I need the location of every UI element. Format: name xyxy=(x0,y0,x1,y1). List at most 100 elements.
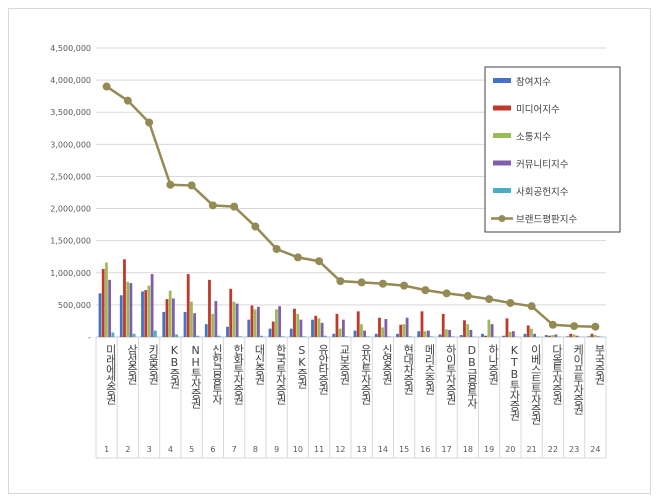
bar-4-4 xyxy=(196,335,200,337)
rank-label: 16 xyxy=(420,445,430,454)
line-point-23 xyxy=(591,322,600,331)
category-label: 신영증권 xyxy=(380,344,393,385)
bar-0-11 xyxy=(332,333,336,337)
line-point-8 xyxy=(272,245,281,254)
category-label: 현대차증권 xyxy=(402,344,415,395)
category-label: 키움증권 xyxy=(147,344,160,385)
bar-1-4 xyxy=(186,274,190,337)
y-tick-label: 3,500,000 xyxy=(50,108,91,117)
bar-4-15 xyxy=(430,336,433,337)
bar-0-23 xyxy=(587,336,591,337)
category-label: 미래에셋증권 xyxy=(104,344,117,405)
rank-label: 21 xyxy=(527,445,537,454)
bar-3-22 xyxy=(575,335,579,337)
category-label: 신한금융투자 xyxy=(210,344,223,405)
rank-label: 17 xyxy=(442,445,452,454)
bar-4-16 xyxy=(451,336,455,337)
bar-4-2 xyxy=(153,330,157,337)
bar-2-17 xyxy=(466,324,470,337)
bar-4-5 xyxy=(217,335,221,337)
line-point-19 xyxy=(506,298,515,307)
category-label: 한화투자증권 xyxy=(232,344,245,405)
bar-3-13 xyxy=(384,319,388,337)
bar-2-3 xyxy=(168,290,172,337)
bar-1-18 xyxy=(484,335,488,337)
bar-1-7 xyxy=(250,305,254,337)
line-point-12 xyxy=(357,278,366,287)
legend-label-0: 참여지수 xyxy=(516,76,551,88)
bar-3-16 xyxy=(448,329,452,337)
bar-1-20 xyxy=(526,325,530,337)
rank-label: 13 xyxy=(357,445,367,454)
bar-2-6 xyxy=(232,301,236,337)
category-label: 유진투자증권 xyxy=(359,344,372,405)
line-point-2 xyxy=(145,118,154,127)
bar-2-9 xyxy=(296,313,300,337)
category-label: 대신증권 xyxy=(253,344,266,385)
bar-3-0 xyxy=(108,279,112,337)
legend-box xyxy=(484,66,621,233)
rank-label: 7 xyxy=(232,445,237,454)
bar-0-10 xyxy=(311,319,314,337)
category-label: KTB투자증권 xyxy=(508,344,521,421)
legend-label-4: 사회공헌지수 xyxy=(516,187,569,198)
rank-label: 4 xyxy=(168,445,173,454)
bar-1-2 xyxy=(144,290,148,337)
bar-3-9 xyxy=(299,319,303,337)
bar-3-2 xyxy=(150,274,154,337)
bar-0-16 xyxy=(438,334,442,337)
bar-2-7 xyxy=(253,309,257,337)
bar-1-1 xyxy=(123,259,126,337)
bar-2-15 xyxy=(423,331,427,337)
y-tick-label: 1,500,000 xyxy=(50,237,91,246)
bar-0-3 xyxy=(162,311,166,337)
bar-0-21 xyxy=(544,335,548,337)
line-point-1 xyxy=(123,96,132,105)
line-point-22 xyxy=(570,322,579,331)
bar-2-8 xyxy=(275,309,278,337)
legend-label-1: 미디어지수 xyxy=(516,105,560,116)
bar-0-5 xyxy=(204,324,208,337)
bar-2-4 xyxy=(190,301,193,337)
bar-4-0 xyxy=(111,332,115,337)
bar-2-23 xyxy=(593,335,597,337)
bar-3-19 xyxy=(511,331,515,337)
bar-1-11 xyxy=(335,313,339,337)
bar-2-2 xyxy=(147,285,151,337)
bar-0-15 xyxy=(417,331,421,337)
chart-frame xyxy=(8,8,651,494)
category-label: 하이투자증권 xyxy=(444,343,457,405)
bar-1-15 xyxy=(420,311,424,337)
line-point-9 xyxy=(293,253,302,262)
category-label: 유안타증권 xyxy=(317,344,330,395)
category-label: 부국증권 xyxy=(593,344,606,385)
bar-4-12 xyxy=(366,336,370,337)
bar-2-5 xyxy=(211,313,215,337)
bar-0-7 xyxy=(247,319,251,337)
category-label: SK증권 xyxy=(295,344,308,389)
rank-label: 12 xyxy=(335,445,345,454)
bar-4-10 xyxy=(323,335,327,337)
bar-1-8 xyxy=(271,321,275,337)
bar-1-9 xyxy=(293,308,296,337)
category-label: 케이프투자증권 xyxy=(572,344,585,415)
line-point-3 xyxy=(166,180,175,189)
bar-2-12 xyxy=(360,324,363,337)
bar-4-13 xyxy=(387,336,391,337)
category-label: DB금융투자 xyxy=(465,344,478,409)
bar-1-14 xyxy=(399,324,403,337)
line-point-4 xyxy=(187,181,196,190)
bar-0-6 xyxy=(226,326,229,337)
bar-1-21 xyxy=(548,335,551,337)
bar-1-10 xyxy=(314,315,318,337)
bar-3-7 xyxy=(256,306,260,337)
line-point-5 xyxy=(208,201,217,210)
bar-2-21 xyxy=(551,335,555,337)
category-label: 다올투자증권 xyxy=(550,344,563,405)
line-point-16 xyxy=(442,289,451,298)
bar-1-3 xyxy=(165,299,169,337)
bar-2-22 xyxy=(572,334,576,337)
rank-label: 20 xyxy=(505,445,515,454)
bar-0-20 xyxy=(523,333,527,337)
bar-3-8 xyxy=(278,306,282,337)
